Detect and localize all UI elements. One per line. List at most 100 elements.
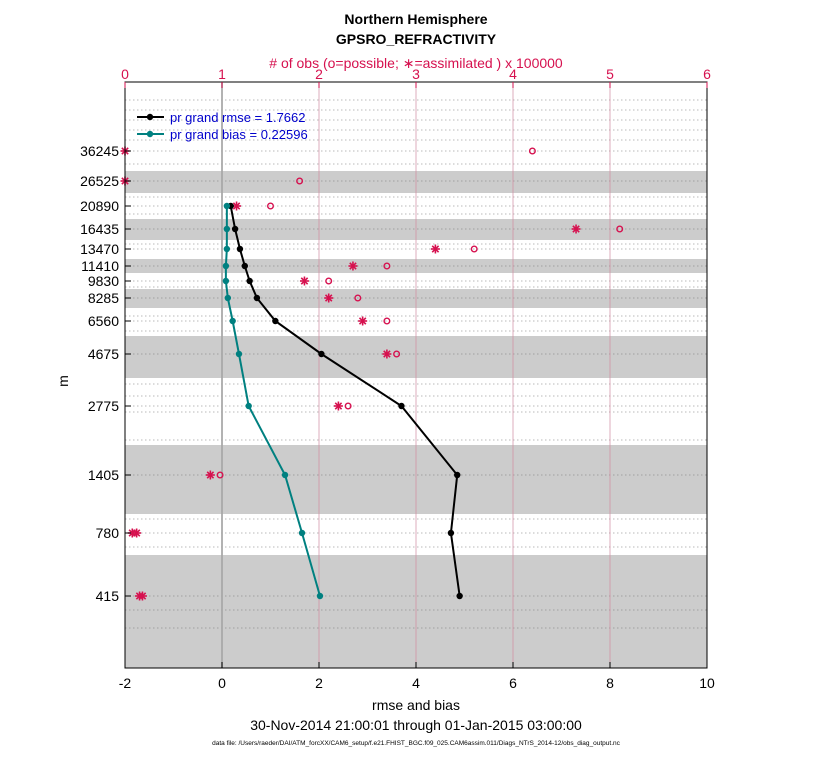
x-tick-label: 8 bbox=[606, 675, 614, 691]
assimilated-obs-marker bbox=[382, 349, 392, 359]
top-tick-label: 6 bbox=[703, 66, 711, 82]
star-stroke bbox=[232, 202, 241, 210]
series-rmse-point bbox=[447, 529, 455, 537]
y-tick-label: 4675 bbox=[88, 346, 119, 362]
series-rmse-point bbox=[272, 317, 279, 325]
star-stroke bbox=[349, 262, 357, 270]
series-bias-point bbox=[222, 262, 230, 270]
series-bias-point bbox=[223, 202, 231, 210]
chart-subtitle: GPSRO_REFRACTIVITY bbox=[336, 31, 497, 47]
x-tick-label: -2 bbox=[119, 675, 132, 691]
series-rmse-line bbox=[229, 205, 461, 597]
legend: pr grand rmse = 1.7662 pr grand bias = 0.… bbox=[137, 110, 308, 142]
star-stroke bbox=[431, 245, 440, 253]
assimilated-obs-marker bbox=[430, 244, 440, 254]
series-rmse-point bbox=[236, 245, 244, 253]
x-tick-label: 2 bbox=[315, 675, 323, 691]
x-axis-label: rmse and bias bbox=[372, 697, 460, 713]
series-rmse-point bbox=[456, 592, 463, 600]
series-rmse-point bbox=[318, 350, 325, 358]
y-tick-label: 780 bbox=[96, 525, 120, 541]
possible-obs-marker bbox=[296, 177, 304, 185]
y-tick-label: 1405 bbox=[88, 467, 119, 483]
x-tick-label: 10 bbox=[699, 675, 715, 691]
series-bias-point bbox=[222, 277, 230, 285]
y-tick-label: 9830 bbox=[88, 273, 119, 289]
star-stroke bbox=[383, 350, 391, 358]
assimilated-obs-marker bbox=[299, 276, 309, 286]
series-bias-point bbox=[298, 529, 306, 537]
possible-obs-marker bbox=[325, 277, 333, 285]
time-range-label: 30-Nov-2014 21:00:01 through 01-Jan-2015… bbox=[250, 717, 582, 733]
assimilated-obs-marker bbox=[571, 224, 581, 234]
star-stroke bbox=[300, 277, 309, 285]
possible-obs-marker bbox=[616, 225, 624, 233]
star-stroke bbox=[128, 529, 137, 537]
x-tick-label: 0 bbox=[218, 675, 226, 691]
y-tick-label: 2775 bbox=[88, 398, 119, 414]
top-tick-label: 2 bbox=[315, 66, 323, 82]
observation-markers bbox=[120, 146, 624, 601]
legend-rmse-swatch-marker bbox=[146, 113, 154, 121]
series-bias-point bbox=[245, 402, 252, 410]
y-tick-label: 36245 bbox=[80, 143, 119, 159]
series-bias-point bbox=[281, 471, 289, 479]
possible-obs-marker bbox=[470, 245, 478, 253]
possible-obs-marker bbox=[383, 317, 391, 325]
legend-bias-label: pr grand bias = 0.22596 bbox=[170, 127, 308, 142]
series-bias-point bbox=[224, 294, 232, 302]
y-tick-label: 13470 bbox=[80, 241, 119, 257]
series-bias-line bbox=[224, 206, 321, 597]
series-rmse-point bbox=[253, 294, 261, 302]
top-tick-label: 4 bbox=[509, 66, 517, 82]
possible-obs-marker bbox=[267, 202, 275, 210]
chart-title: Northern Hemisphere bbox=[344, 11, 487, 27]
series-bias-point bbox=[229, 317, 236, 325]
assimilated-obs-marker bbox=[127, 528, 137, 538]
y-tick-label: 26525 bbox=[80, 173, 119, 189]
star-stroke bbox=[324, 294, 333, 302]
assimilated-obs-marker bbox=[333, 401, 343, 411]
series-bias-point bbox=[316, 592, 324, 600]
star-stroke bbox=[572, 225, 580, 233]
series-rmse-point bbox=[398, 402, 405, 410]
possible-obs-marker bbox=[216, 471, 224, 479]
star-stroke bbox=[358, 317, 367, 325]
y-tick-label: 20890 bbox=[80, 198, 119, 214]
x-tick-label: 6 bbox=[509, 675, 517, 691]
star-stroke bbox=[135, 592, 144, 600]
axis-ticks: -2 0 2 4 6 8 10 0 1 2 3 4 5 6 36245 26525 20890 16435 1347… bbox=[80, 66, 715, 691]
possible-obs-marker bbox=[393, 350, 401, 358]
top-tick-label: 5 bbox=[606, 66, 614, 82]
assimilated-obs-marker bbox=[324, 293, 334, 303]
legend-rmse-label: pr grand rmse = 1.7662 bbox=[170, 110, 306, 125]
possible-obs-marker bbox=[344, 402, 352, 410]
series-rmse-point bbox=[454, 471, 461, 479]
top-axis-label: # of obs (o=possible; ∗=assimilated ) x … bbox=[269, 55, 563, 71]
y-axis-label: m bbox=[55, 375, 71, 387]
star-stroke bbox=[206, 471, 215, 479]
grid-lines bbox=[125, 82, 707, 668]
assimilated-obs-marker bbox=[348, 261, 358, 271]
y-tick-label: 415 bbox=[96, 588, 120, 604]
series-bias-point bbox=[223, 225, 231, 233]
x-tick-label: 4 bbox=[412, 675, 420, 691]
possible-obs-marker bbox=[383, 262, 391, 270]
possible-obs-marker bbox=[528, 147, 536, 155]
series-rmse-point bbox=[231, 225, 239, 233]
data-file-footnote: data file: /Users/raeder/DAI/ATM_forcXX/… bbox=[212, 740, 621, 747]
assimilated-obs-marker bbox=[135, 591, 145, 601]
series-bias-point bbox=[235, 350, 243, 358]
y-tick-label: 11410 bbox=[81, 258, 119, 274]
y-tick-label: 16435 bbox=[80, 221, 119, 237]
series-rmse-point bbox=[246, 277, 253, 285]
top-tick-label: 3 bbox=[412, 66, 420, 82]
assimilated-obs-marker bbox=[232, 201, 242, 211]
y-tick-label: 8285 bbox=[88, 290, 119, 306]
star-stroke bbox=[334, 402, 343, 410]
possible-obs-marker bbox=[354, 294, 362, 302]
y-tick-label: 6560 bbox=[88, 313, 119, 329]
series-bias-point bbox=[223, 245, 231, 253]
